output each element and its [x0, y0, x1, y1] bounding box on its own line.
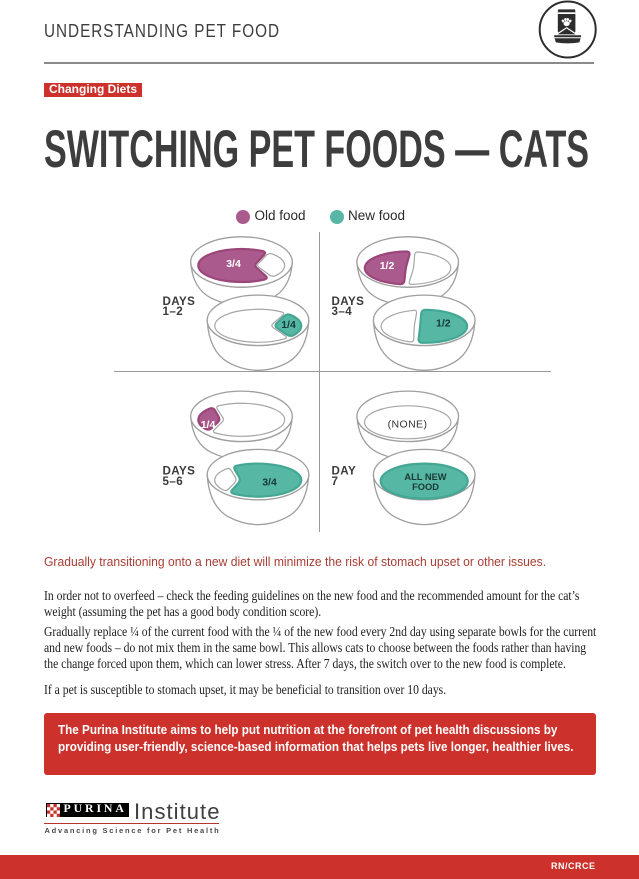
- svg-text:(NONE): (NONE): [388, 418, 428, 430]
- svg-text:FOOD: FOOD: [412, 482, 439, 492]
- svg-text:1/4: 1/4: [281, 319, 296, 331]
- svg-text:DAY: DAY: [332, 465, 357, 478]
- svg-text:5–6: 5–6: [163, 475, 184, 488]
- svg-text:1/4: 1/4: [201, 419, 216, 431]
- svg-text:3/4: 3/4: [262, 477, 277, 489]
- svg-text:1/2: 1/2: [436, 318, 451, 330]
- svg-text:DAYS: DAYS: [163, 295, 196, 308]
- svg-text:DAYS: DAYS: [332, 295, 365, 308]
- svg-text:ALL NEW: ALL NEW: [404, 472, 446, 482]
- svg-text:1/2: 1/2: [380, 260, 395, 272]
- svg-text:DAYS: DAYS: [163, 465, 196, 478]
- svg-text:7: 7: [332, 475, 339, 488]
- svg-text:1–2: 1–2: [163, 305, 184, 318]
- svg-text:3/4: 3/4: [226, 258, 241, 270]
- svg-text:3–4: 3–4: [332, 305, 353, 318]
